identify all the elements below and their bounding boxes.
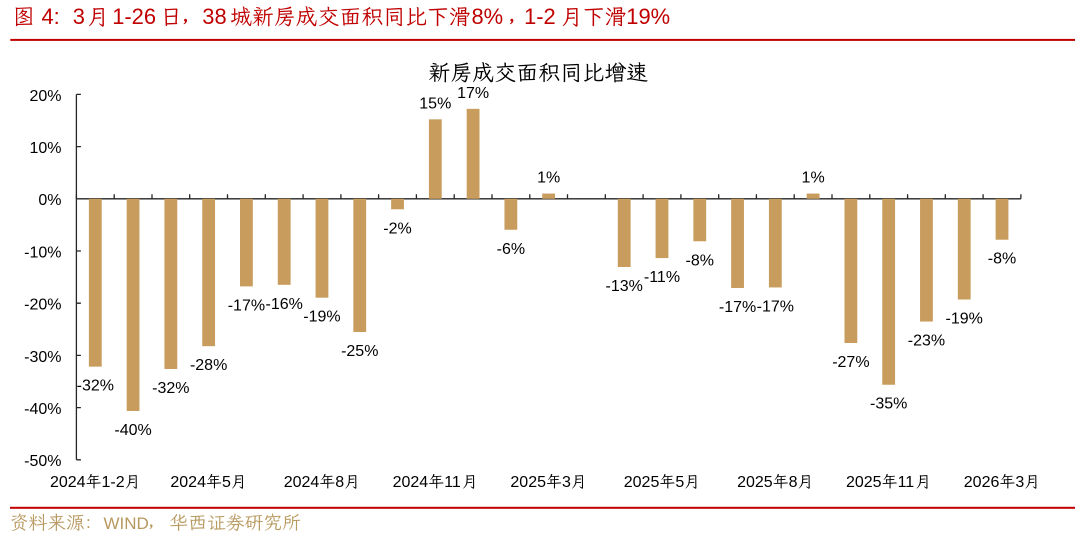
svg-text:-30%: -30%	[24, 349, 61, 366]
svg-text:2025: 2025	[510, 474, 546, 491]
svg-text:2024: 2024	[284, 474, 320, 491]
svg-text:8: 8	[335, 474, 344, 491]
svg-text:-40%: -40%	[114, 422, 151, 439]
svg-text:-8%: -8%	[988, 251, 1016, 268]
svg-text:5: 5	[222, 474, 231, 491]
svg-text:-17%: -17%	[228, 297, 265, 314]
svg-text:-10%: -10%	[24, 244, 61, 261]
svg-text:WIND: WIND	[104, 514, 149, 533]
svg-text:8: 8	[789, 474, 798, 491]
svg-text:2024: 2024	[393, 474, 429, 491]
svg-text:2025: 2025	[846, 474, 882, 491]
svg-text:1-26: 1-26	[112, 4, 156, 29]
svg-text:10%: 10%	[29, 140, 61, 157]
svg-text:-6%: -6%	[497, 241, 525, 258]
svg-text:-23%: -23%	[908, 333, 945, 350]
svg-text:3: 3	[73, 4, 85, 29]
svg-text:-27%: -27%	[832, 354, 869, 371]
svg-text:3: 3	[1015, 474, 1024, 491]
svg-text:20%: 20%	[29, 88, 61, 105]
svg-text:2025: 2025	[737, 474, 773, 491]
svg-text:17%: 17%	[457, 85, 489, 102]
svg-text:-32%: -32%	[77, 378, 114, 395]
svg-text:2024: 2024	[170, 474, 206, 491]
svg-text:-25%: -25%	[341, 343, 378, 360]
svg-text:-8%: -8%	[686, 252, 714, 269]
svg-text:-28%: -28%	[190, 357, 227, 374]
svg-text:-13%: -13%	[606, 278, 643, 295]
svg-text:-35%: -35%	[870, 396, 907, 413]
svg-text:-17%: -17%	[719, 299, 756, 316]
svg-text:19%: 19%	[626, 4, 670, 29]
svg-text:2025: 2025	[624, 474, 660, 491]
svg-text:0%: 0%	[38, 192, 61, 209]
svg-text:-40%: -40%	[24, 401, 61, 418]
svg-text:-32%: -32%	[152, 380, 189, 397]
svg-text:4:: 4:	[42, 4, 60, 29]
svg-text:1-2: 1-2	[524, 4, 556, 29]
svg-text:3: 3	[562, 474, 571, 491]
svg-text:1-2: 1-2	[102, 474, 125, 491]
svg-text:-20%: -20%	[24, 297, 61, 314]
svg-text:-2%: -2%	[383, 220, 411, 237]
svg-text:-11%: -11%	[644, 269, 680, 286]
svg-text:15%: 15%	[419, 95, 451, 112]
svg-text:-19%: -19%	[946, 311, 983, 328]
svg-text:11: 11	[898, 474, 915, 491]
svg-text:5: 5	[675, 474, 684, 491]
svg-text:1%: 1%	[537, 170, 560, 187]
svg-text:-17%: -17%	[757, 298, 794, 315]
svg-text:8%: 8%	[472, 4, 504, 29]
svg-text:1%: 1%	[802, 170, 825, 187]
svg-text:2024: 2024	[50, 474, 86, 491]
svg-text:2026: 2026	[964, 474, 1000, 491]
svg-text:11: 11	[444, 474, 461, 491]
svg-text:-19%: -19%	[303, 309, 340, 326]
svg-text:-50%: -50%	[24, 453, 61, 470]
svg-text:-16%: -16%	[266, 296, 303, 313]
svg-text:38: 38	[202, 4, 226, 29]
